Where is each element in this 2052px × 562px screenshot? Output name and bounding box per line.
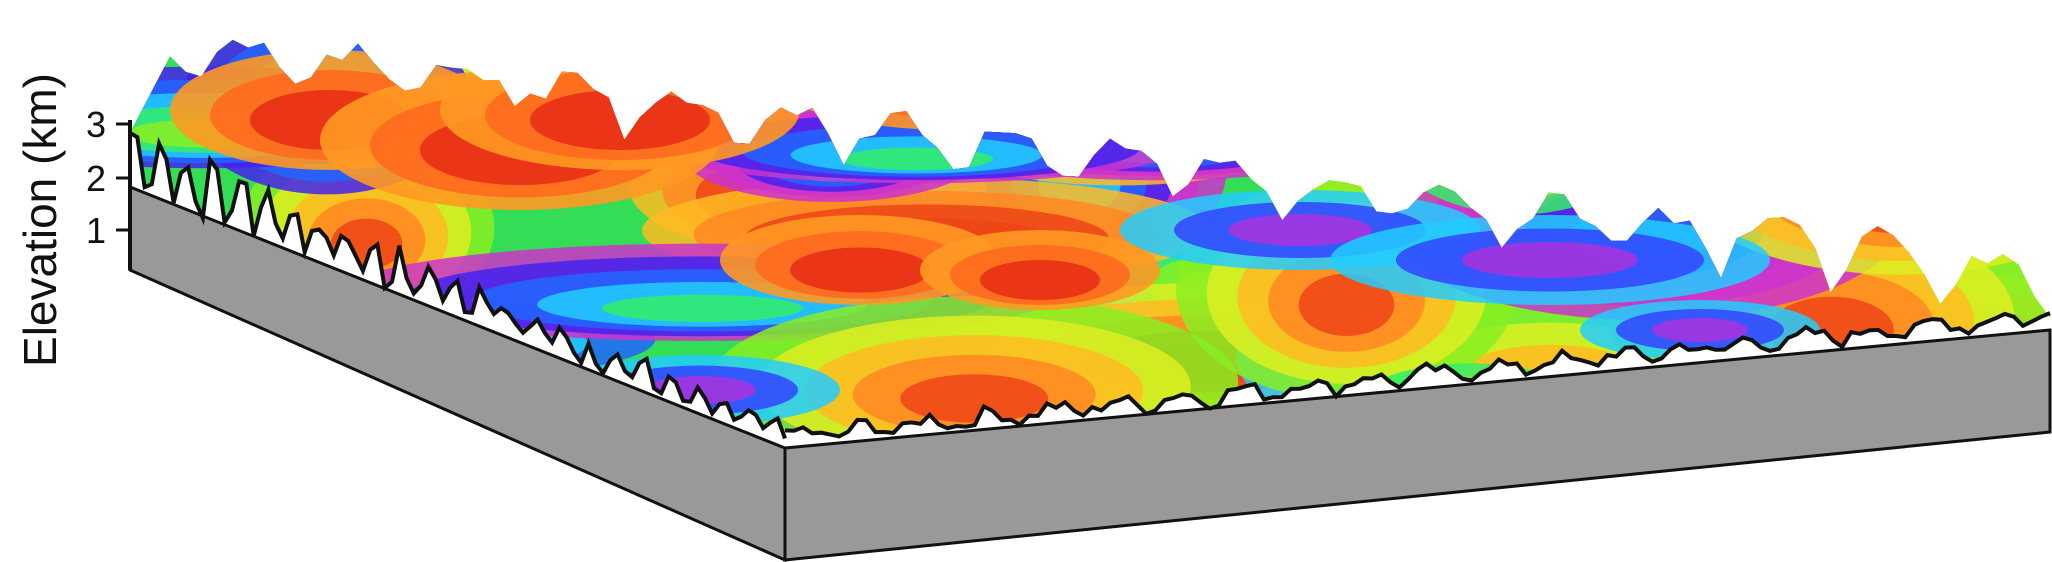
front-edge-profile: [784, 311, 2051, 439]
elevation-axis: 1 2 3: [86, 104, 132, 270]
left-edge-profile: [129, 131, 787, 440]
axis-tick-label: 3: [86, 104, 106, 145]
axis-tick-label: 1: [86, 210, 106, 251]
front-side-face: [783, 328, 2052, 562]
axis-tick-label: 2: [86, 158, 106, 199]
